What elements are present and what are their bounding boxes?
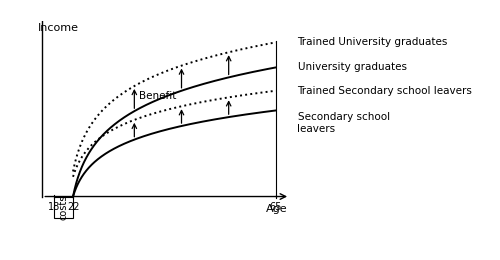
Text: University graduates: University graduates <box>298 62 406 73</box>
Bar <box>54 197 73 218</box>
Text: Benefit: Benefit <box>139 91 176 101</box>
Text: Secondary school
leavers: Secondary school leavers <box>298 112 390 134</box>
Text: Income: Income <box>38 23 78 32</box>
Text: Age: Age <box>266 204 287 214</box>
Text: 22: 22 <box>67 202 80 212</box>
Text: costs: costs <box>58 194 68 220</box>
Text: 65: 65 <box>270 202 282 212</box>
Text: Trained University graduates: Trained University graduates <box>298 37 448 47</box>
Text: Trained Secondary school leavers: Trained Secondary school leavers <box>298 86 472 96</box>
Text: 18: 18 <box>48 202 60 212</box>
